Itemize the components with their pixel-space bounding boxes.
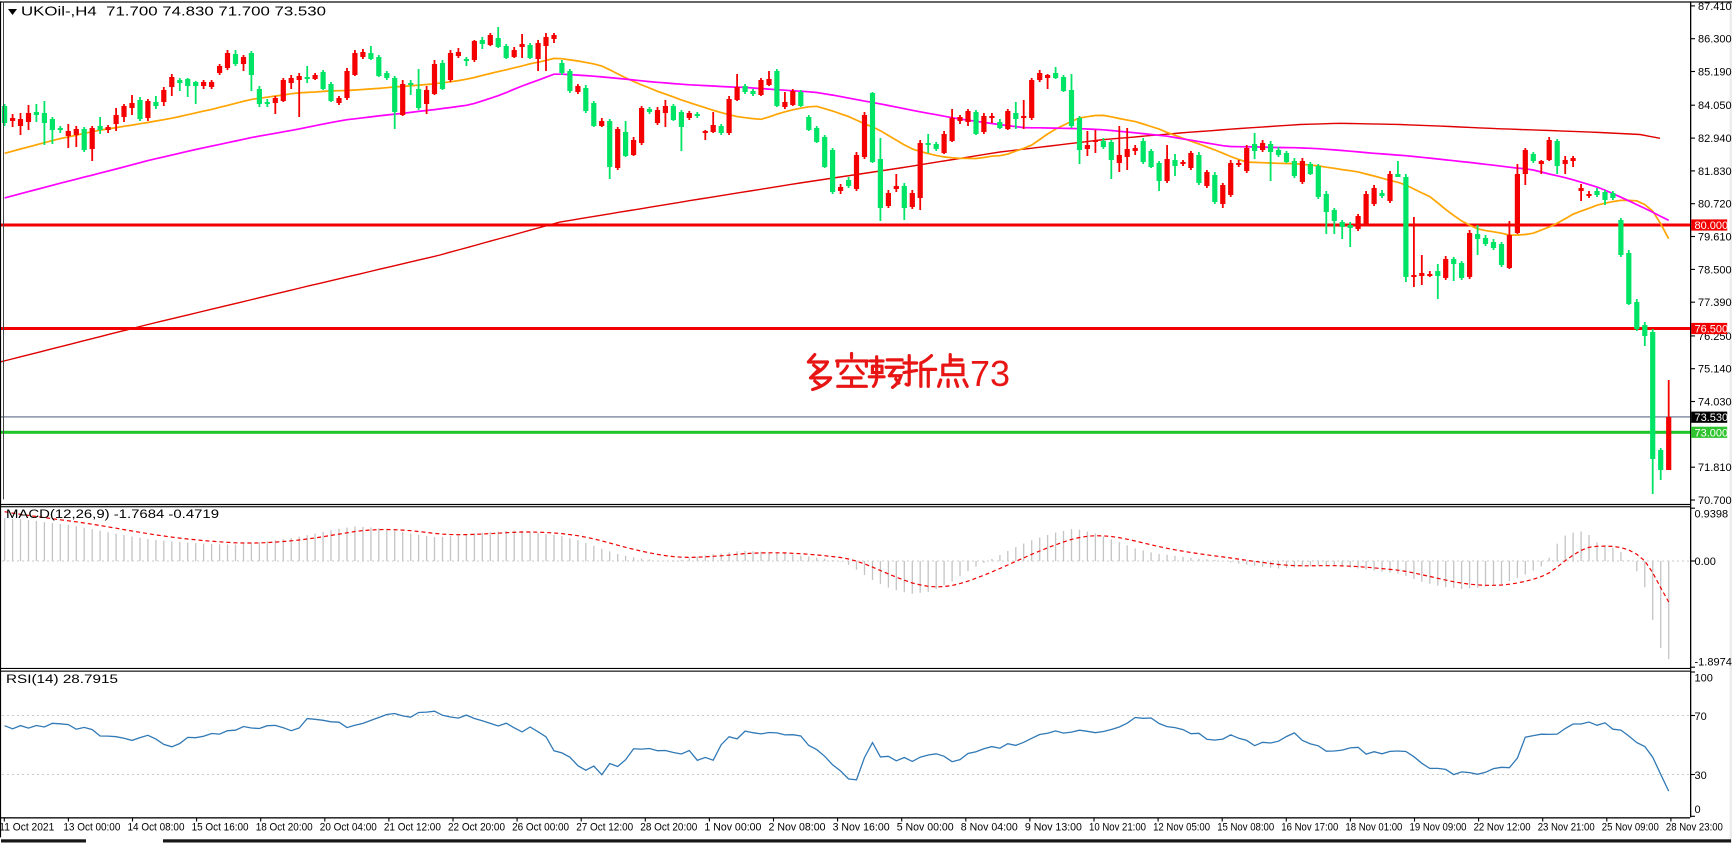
svg-text:2 Nov 08:00: 2 Nov 08:00 bbox=[769, 822, 826, 834]
svg-text:12 Nov 05:00: 12 Nov 05:00 bbox=[1153, 822, 1210, 834]
svg-text:74.030: 74.030 bbox=[1698, 397, 1732, 409]
svg-text:3 Nov 16:00: 3 Nov 16:00 bbox=[833, 822, 890, 834]
svg-text:8 Nov 04:00: 8 Nov 04:00 bbox=[961, 822, 1018, 834]
svg-text:70: 70 bbox=[1695, 711, 1707, 723]
svg-text:0.9398: 0.9398 bbox=[1695, 508, 1729, 520]
svg-text:0: 0 bbox=[1695, 804, 1701, 816]
svg-text:80.720: 80.720 bbox=[1698, 199, 1732, 211]
svg-text:19 Nov 09:00: 19 Nov 09:00 bbox=[1410, 822, 1467, 834]
svg-text:14 Oct 08:00: 14 Oct 08:00 bbox=[128, 822, 185, 834]
svg-text:81.830: 81.830 bbox=[1698, 166, 1732, 178]
svg-text:27 Oct 12:00: 27 Oct 12:00 bbox=[576, 822, 633, 834]
svg-text:16 Nov 17:00: 16 Nov 17:00 bbox=[1281, 822, 1338, 834]
svg-text:25 Nov 09:00: 25 Nov 09:00 bbox=[1602, 822, 1659, 834]
svg-text:1 Nov 00:00: 1 Nov 00:00 bbox=[704, 822, 761, 834]
svg-text:18 Nov 01:00: 18 Nov 01:00 bbox=[1345, 822, 1402, 834]
svg-text:UKOil-,H4 71.700 74.830 71.70: UKOil-,H4 71.700 74.830 71.700 73.530 bbox=[21, 4, 326, 19]
svg-text:9 Nov 13:00: 9 Nov 13:00 bbox=[1025, 822, 1082, 834]
svg-text:73.530: 73.530 bbox=[1695, 412, 1729, 424]
svg-text:75.140: 75.140 bbox=[1698, 364, 1732, 376]
svg-text:15 Nov 08:00: 15 Nov 08:00 bbox=[1217, 822, 1274, 834]
svg-text:85.190: 85.190 bbox=[1698, 67, 1732, 79]
svg-text:5 Nov 00:00: 5 Nov 00:00 bbox=[897, 822, 954, 834]
svg-text:87.410: 87.410 bbox=[1698, 1, 1732, 13]
svg-text:100: 100 bbox=[1695, 672, 1713, 684]
svg-text:MACD(12,26,9) -1.7684 -0.4719: MACD(12,26,9) -1.7684 -0.4719 bbox=[6, 509, 219, 521]
svg-text:10 Nov 21:00: 10 Nov 21:00 bbox=[1089, 822, 1146, 834]
svg-text:28 Oct 20:00: 28 Oct 20:00 bbox=[640, 822, 697, 834]
svg-text:84.050: 84.050 bbox=[1698, 100, 1732, 112]
svg-text:30: 30 bbox=[1695, 770, 1707, 782]
svg-text:82.940: 82.940 bbox=[1698, 133, 1732, 145]
svg-text:78.500: 78.500 bbox=[1698, 264, 1732, 276]
svg-text:28 Nov 23:00: 28 Nov 23:00 bbox=[1666, 822, 1723, 834]
svg-text:18 Oct 20:00: 18 Oct 20:00 bbox=[256, 822, 313, 834]
svg-text:86.300: 86.300 bbox=[1698, 34, 1732, 46]
svg-text:76.500: 76.500 bbox=[1695, 324, 1729, 336]
svg-text:13 Oct 00:00: 13 Oct 00:00 bbox=[63, 822, 120, 834]
svg-text:15 Oct 16:00: 15 Oct 16:00 bbox=[192, 822, 249, 834]
svg-text:73.000: 73.000 bbox=[1695, 427, 1729, 439]
svg-text:23 Nov 21:00: 23 Nov 21:00 bbox=[1538, 822, 1595, 834]
svg-text:21 Oct 12:00: 21 Oct 12:00 bbox=[384, 822, 441, 834]
svg-text:22 Oct 20:00: 22 Oct 20:00 bbox=[448, 822, 505, 834]
svg-text:71.810: 71.810 bbox=[1698, 462, 1732, 474]
svg-text:77.390: 77.390 bbox=[1698, 297, 1732, 309]
svg-text:11 Oct 2021: 11 Oct 2021 bbox=[0, 822, 54, 834]
svg-text:70.700: 70.700 bbox=[1698, 495, 1732, 507]
svg-text:-1.8974: -1.8974 bbox=[1695, 656, 1732, 668]
svg-text:0.00: 0.00 bbox=[1695, 556, 1716, 568]
svg-text:79.610: 79.610 bbox=[1698, 232, 1732, 244]
svg-text:80.000: 80.000 bbox=[1695, 220, 1729, 232]
svg-text:20 Oct 04:00: 20 Oct 04:00 bbox=[320, 822, 377, 834]
svg-text:73: 73 bbox=[970, 353, 1010, 394]
svg-text:26 Oct 00:00: 26 Oct 00:00 bbox=[512, 822, 569, 834]
svg-text:22 Nov 12:00: 22 Nov 12:00 bbox=[1474, 822, 1531, 834]
svg-text:RSI(14) 28.7915: RSI(14) 28.7915 bbox=[6, 674, 118, 686]
